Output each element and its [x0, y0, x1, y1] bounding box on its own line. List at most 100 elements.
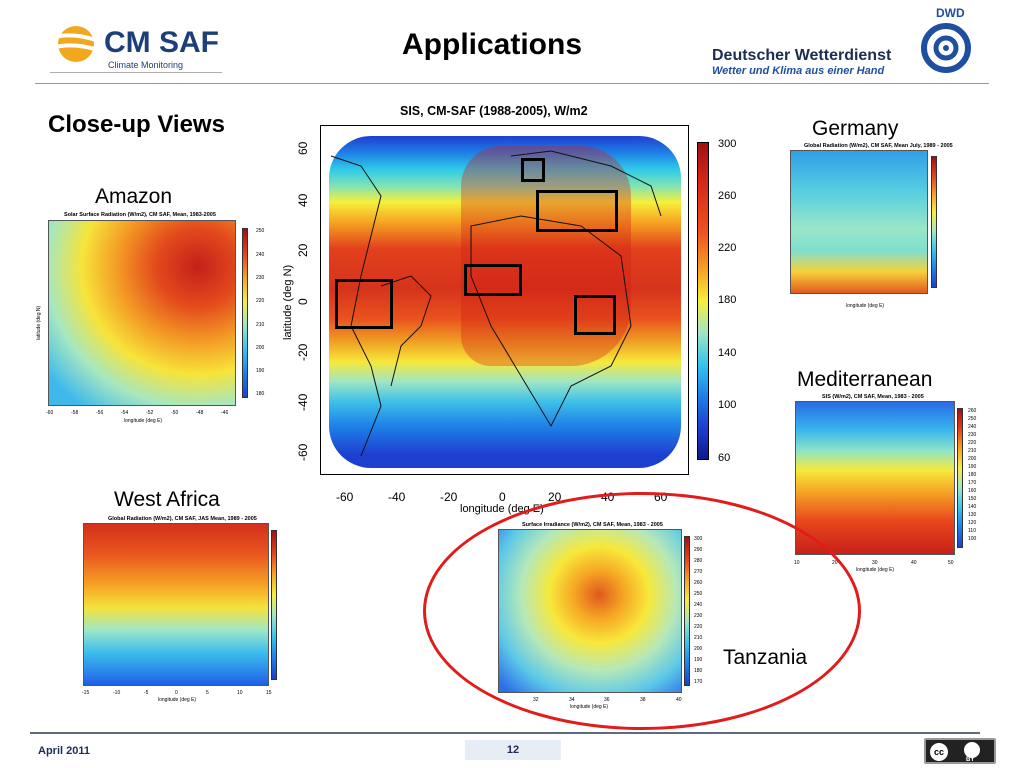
box-mediterranean	[536, 190, 618, 232]
amazon-x-tick: -48	[196, 410, 204, 416]
box-west-africa	[464, 264, 522, 296]
west-africa-map	[83, 523, 269, 686]
amazon-cb-tick: 220	[256, 298, 265, 304]
amazon-map-title: Solar Surface Radiation (W/m2), CM SAF, …	[64, 212, 216, 218]
wa-x-tick: -5	[144, 690, 149, 696]
med-cb-tick: 230	[968, 432, 977, 438]
tz-x-tick: 38	[640, 697, 646, 703]
colorbar-tick: 180	[718, 294, 737, 306]
amazon-map	[48, 220, 236, 406]
med-cb-tick: 250	[968, 416, 977, 422]
med-cb-tick: 190	[968, 464, 977, 470]
amazon-x-tick: -54	[121, 410, 129, 416]
main-radiation-map	[320, 125, 689, 475]
amazon-x-tick: -52	[146, 410, 154, 416]
colorbar-tick: 60	[718, 452, 731, 464]
med-cb-tick: 220	[968, 440, 977, 446]
med-x-tick: 30	[872, 560, 878, 566]
wa-x-tick: 10	[237, 690, 243, 696]
tz-cb-tick: 230	[694, 613, 703, 619]
west-africa-map-title: Global Radiation (W/m2), CM SAF, JAS Mea…	[108, 516, 257, 522]
med-cb-tick: 180	[968, 472, 977, 478]
tz-cb-tick: 210	[694, 635, 703, 641]
dwd-swirl-icon	[921, 23, 971, 73]
med-cb-tick: 110	[968, 528, 976, 534]
amazon-x-tick: -60	[46, 410, 54, 416]
dwd-slogan: Wetter und Klima aus einer Hand	[712, 65, 885, 77]
main-map-title: SIS, CM-SAF (1988-2005), W/m2	[400, 104, 588, 118]
sun-logo-icon	[51, 26, 99, 62]
med-cb-tick: 240	[968, 424, 977, 430]
amazon-cb-tick: 240	[256, 252, 265, 258]
region-label-germany: Germany	[812, 117, 899, 140]
dwd-name: Deutscher Wetterdienst	[712, 47, 892, 64]
tz-cb-tick: 240	[694, 602, 703, 608]
box-germany	[521, 158, 545, 182]
ytick-label: -60	[296, 443, 310, 461]
box-amazon	[335, 279, 393, 329]
box-tanzania	[574, 295, 616, 335]
tz-cb-tick: 280	[694, 558, 703, 564]
amazon-x-tick: -56	[96, 410, 104, 416]
ytick-label: 40	[296, 193, 310, 207]
germany-map	[790, 150, 928, 294]
cc-icon: cc	[930, 743, 948, 761]
cmsaf-logo: CM SAF Climate Monitoring	[50, 18, 225, 74]
med-cb-tick: 100	[968, 536, 977, 542]
tz-cb-tick: 290	[694, 547, 703, 553]
germany-map-title: Global Radiation (W/m2), CM SAF, Mean Ju…	[804, 143, 953, 149]
tz-cb-tick: 170	[694, 679, 703, 685]
main-map-colorbar	[697, 142, 709, 460]
colorbar-tick: 260	[718, 190, 737, 202]
page-title: Applications	[402, 28, 583, 61]
tz-cb-tick: 300	[694, 536, 703, 542]
tanzania-xlabel: longitude (deg E)	[570, 704, 609, 710]
amazon-x-tick: -50	[171, 410, 179, 416]
mediterranean-map-title: SIS (W/m2), CM SAF, Mean, 1983 - 2005	[822, 394, 924, 400]
med-x-tick: 40	[911, 560, 917, 566]
amazon-cb-tick: 250	[256, 228, 265, 234]
region-label-west-africa: West Africa	[114, 488, 220, 511]
wa-x-tick: -10	[113, 690, 121, 696]
colorbar-tick: 100	[718, 399, 737, 411]
amazon-cb-tick: 180	[256, 391, 265, 397]
med-cb-tick: 170	[968, 480, 977, 486]
main-map-field	[329, 136, 681, 468]
region-label-mediterranean: Mediterranean	[797, 368, 933, 391]
logo-divider	[50, 72, 222, 73]
ytick-label: 20	[296, 243, 310, 257]
tz-cb-tick: 270	[694, 569, 703, 575]
amazon-cb-tick: 210	[256, 322, 265, 328]
med-x-tick: 50	[948, 560, 954, 566]
colorbar-tick: 300	[718, 138, 737, 150]
ytick-label: -20	[296, 343, 310, 361]
ytick-label: -40	[296, 393, 310, 411]
med-cb-tick: 200	[968, 456, 977, 462]
creative-commons-badge[interactable]: cc BY	[924, 738, 996, 764]
tanzania-highlight-ellipse	[423, 492, 861, 730]
page-number-box: 12	[465, 740, 561, 760]
amazon-cb-tick: 200	[256, 345, 265, 351]
colorbar-tick: 140	[718, 347, 737, 359]
wa-x-tick: 5	[206, 690, 209, 696]
logo-subtitle: Climate Monitoring	[108, 60, 184, 70]
xtick-label: -20	[440, 490, 458, 504]
med-cb-tick: 130	[968, 512, 977, 518]
med-cb-tick: 140	[968, 504, 977, 510]
mediterranean-map	[795, 401, 955, 555]
main-map-africa-landmass	[461, 146, 631, 366]
germany-xlabel: longitude (deg E)	[846, 303, 885, 309]
amazon-x-tick: -46	[221, 410, 229, 416]
amazon-xlabel: longitude (deg E)	[124, 418, 163, 424]
footer-divider	[30, 732, 980, 734]
page-number: 12	[506, 744, 520, 756]
med-cb-tick: 210	[968, 448, 977, 454]
xtick-label: -60	[336, 490, 354, 504]
colorbar-tick: 220	[718, 242, 737, 254]
section-title: Close-up Views	[48, 111, 225, 138]
tz-x-tick: 32	[533, 697, 539, 703]
tanzania-map-title: Surface Irradiance (W/m2), CM SAF, Mean,…	[522, 522, 663, 528]
amazon-cb-tick: 190	[256, 368, 265, 374]
tz-cb-tick: 260	[694, 580, 703, 586]
med-cb-tick: 160	[968, 488, 977, 494]
